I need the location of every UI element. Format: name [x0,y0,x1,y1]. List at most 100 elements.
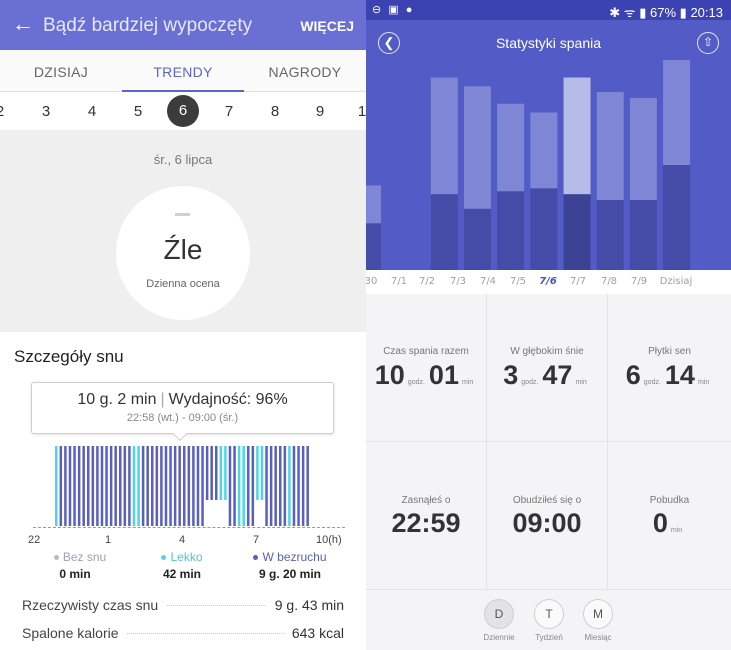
timeline-stripe-still [96,446,99,526]
weekly-sleep-chart[interactable] [366,60,731,270]
legend-label: W bezruchu [262,550,327,564]
day-item[interactable]: 3 [41,103,51,120]
timeline-stripe-light [256,446,259,500]
axis-tick: 4 [179,534,186,546]
stat-unit: godz. [407,379,425,386]
day-item[interactable]: 7 [224,103,234,120]
bar-deep-sleep[interactable] [366,223,381,270]
timeline-stripe-still [201,446,204,526]
sleep-details-title: Szczegóły snu [14,347,124,366]
period-label: Dziennie [483,633,515,642]
tab-rewards[interactable]: NAGRODY [268,64,342,80]
bar-deep-sleep[interactable] [596,200,624,270]
date-label[interactable]: 7/4 [479,276,497,287]
date-label[interactable]: 30 [366,276,378,287]
legend-still: W bezruchu [240,550,340,564]
timeline-stripe-still [77,446,81,526]
back-arrow-icon[interactable]: ← [12,11,34,36]
summary-time-range: 22:58 (wt.) - 09:00 (śr.) [126,412,239,424]
sleep-summary-tooltip: 10 g. 2 min | Wydajność: 96% 22:58 (wt.) -… [31,382,334,442]
timeline-stripe-light [137,446,140,526]
day-item-selected[interactable]: 6 [167,95,199,127]
timeline-stripe-still [128,446,131,526]
stat-value: 10 godz. 01 min [366,360,486,391]
date-label[interactable]: 7/2 [418,276,436,287]
bar-deep-sleep[interactable] [629,200,657,270]
bar-deep-sleep[interactable] [663,165,691,270]
timeline-stripe-still [119,446,122,526]
timeline-stripe-light [55,446,58,526]
timeline-stripe-still [178,446,181,526]
left-screen: ← Bądź bardziej wypoczęty WIĘCEJ DZISIAJ… [0,0,366,641]
legend-dot [253,555,259,561]
stat-number: 14 [664,360,695,390]
day-item[interactable]: 9 [315,103,325,120]
bar-deep-sleep[interactable] [563,194,591,270]
stat-label: Czas spania razem [383,346,469,357]
timeline-stripe-still [87,446,90,526]
rating-value: Źle [163,234,203,265]
tooltip-arrow [172,426,188,442]
bar-light-sleep[interactable] [366,185,381,224]
bar-light-sleep[interactable] [463,86,491,209]
bar-light-sleep[interactable] [430,77,458,195]
tab-trends[interactable]: TRENDY [153,64,213,80]
bar-light-sleep[interactable] [629,97,657,200]
stat-unit: godz. [643,379,661,386]
bar-light-sleep[interactable] [497,103,525,192]
stat-unit: min [697,379,710,386]
stat-unit: min [670,527,683,534]
date-label[interactable]: 7/9 [630,276,648,287]
timeline-stripe-still [210,446,213,500]
back-chevron-icon[interactable]: ❮ [378,32,400,54]
timeline-stripe-light [260,446,264,500]
row-dots [22,605,344,606]
status-right: ✱ ᯤ ▮ 67% ▮ 20:13 [609,3,723,21]
period-weekly-button[interactable]: T [534,599,564,629]
period-monthly-button[interactable]: M [583,599,613,629]
period-daily-button[interactable]: D [484,599,514,629]
bar-light-sleep[interactable] [663,60,691,165]
tab-today[interactable]: DZISIAJ [33,64,89,80]
bar-deep-sleep[interactable] [530,188,558,270]
stat-value: 6 godz. 14 min [608,360,731,391]
date-label[interactable]: 7/5 [509,276,527,287]
date-label[interactable]: 7/3 [449,276,467,287]
row-label: Spalone kalorie [22,625,127,641]
date-label[interactable]: 7/6 [539,276,557,287]
bar-deep-sleep[interactable] [430,194,458,270]
stat-number: 47 [542,360,573,390]
timeline-stripe-still [301,446,305,526]
day-item[interactable]: 8 [270,103,280,120]
timeline-stripe-still [306,446,309,526]
battery-icon: ▮ [679,5,687,20]
axis-tick: 22 [28,534,41,546]
date-label[interactable]: 7/7 [569,276,587,287]
stat-unit: min [575,379,587,386]
bar-deep-sleep[interactable] [497,191,525,270]
day-item[interactable]: 2 [0,98,15,126]
axis-tick: 1 [105,534,112,546]
timeline-stripe-still [215,446,218,500]
bar-deep-sleep[interactable] [463,208,491,270]
timeline-stripe-still [160,446,163,526]
stat-label: Obudziłeś się o [512,495,582,506]
date-label[interactable]: 7/1 [390,276,408,287]
more-button[interactable]: WIĘCEJ [300,18,354,34]
stat-total-sleep: Czas spania razem 10 godz. 01 min [366,294,487,442]
rating-caption: Dzienna ocena [146,278,220,290]
chart-header: ❮ Statystyki spania ⇧ [366,20,731,270]
bar-light-sleep[interactable] [596,92,624,200]
share-icon[interactable]: ⇧ [697,32,719,54]
day-item[interactable]: 1 [357,103,366,120]
bar-light-sleep[interactable] [563,77,591,195]
day-item[interactable]: 5 [133,103,143,120]
timeline-stripe-still [292,446,296,526]
date-label[interactable]: 7/8 [600,276,618,287]
day-item[interactable]: 4 [87,103,97,120]
bar-light-sleep[interactable] [530,112,558,189]
timeline-stripe-light [219,446,223,500]
date-label[interactable]: Dzisiaj [659,276,693,287]
timeline-stripe-still [105,446,108,526]
row-label: Rzeczywisty czas snu [22,597,167,613]
